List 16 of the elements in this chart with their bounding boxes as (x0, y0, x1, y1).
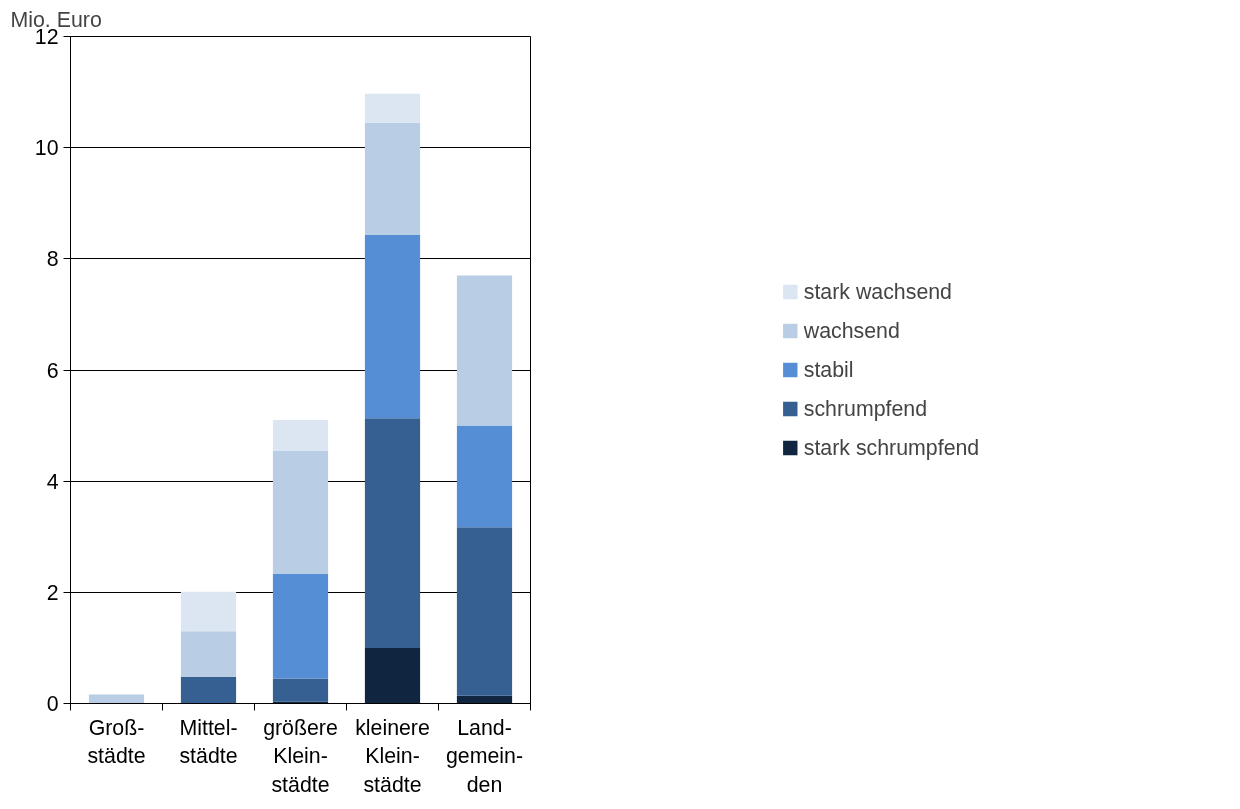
y-tick-label: 8 (46, 247, 59, 272)
legend-label: stabil (803, 357, 854, 382)
y-tick-label: 10 (34, 136, 59, 161)
legend-label: stark wachsend (803, 279, 952, 304)
y-tick-label: 6 (46, 358, 59, 383)
x-tick-label: Land- gemein- den (445, 715, 524, 798)
x-tick-label: größere Klein- städte (263, 715, 338, 798)
legend-label: wachsend (803, 318, 900, 343)
x-tick-label: Groß- städte (87, 715, 146, 769)
y-tick-label: 0 (46, 692, 59, 716)
legend-label: schrumpfend (803, 396, 928, 421)
legend-label: stark schrumpfend (803, 435, 980, 460)
y-tick-label: 4 (46, 469, 59, 494)
x-tick-label: kleinere Klein- städte (355, 715, 430, 798)
y-tick-label: 2 (46, 580, 59, 605)
x-tick-label: Mittel- städte (179, 715, 238, 769)
